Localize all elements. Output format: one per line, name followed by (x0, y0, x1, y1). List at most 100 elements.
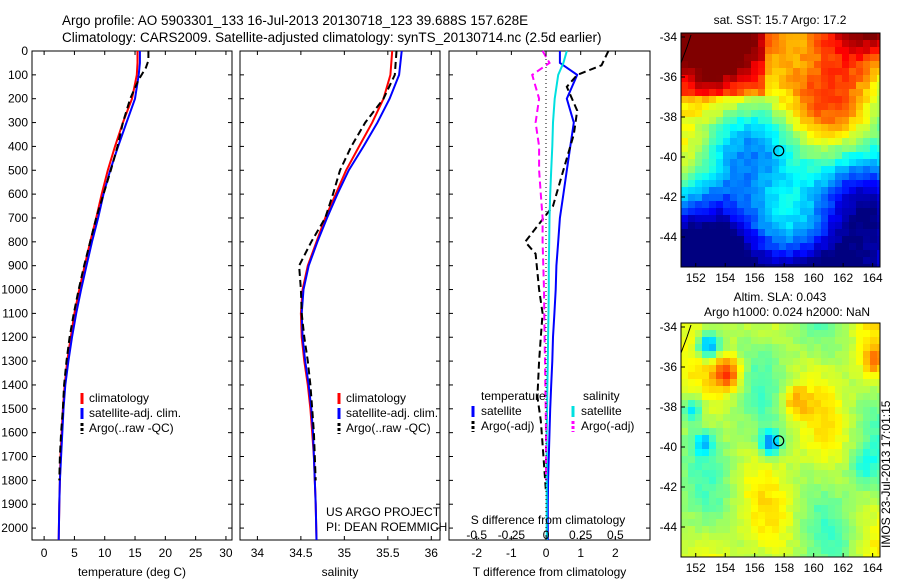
sst-map-xtick-label-5: 162 (833, 271, 853, 285)
sla-map-cell (828, 526, 835, 533)
sla-map-cell (681, 365, 688, 372)
sst-map-cell (870, 82, 877, 89)
sst-map-cell (786, 215, 793, 222)
sla-map-cell (870, 554, 877, 557)
sla-map-cell (751, 414, 758, 421)
sst-map-cell (807, 145, 814, 152)
sst-map-cell (835, 138, 842, 145)
sst-map-cell (877, 82, 880, 89)
sla-map-cell (849, 428, 856, 435)
sst-map-cell (821, 33, 828, 40)
sst-map-cell (877, 257, 880, 264)
sst-map-cell (814, 47, 821, 54)
sla-map-cell (709, 491, 716, 498)
sst-map-cell (723, 152, 730, 159)
sla-map-cell (863, 491, 870, 498)
sla-map-cell (807, 526, 814, 533)
sst-map-cell (849, 194, 856, 201)
sst-map-cell (870, 208, 877, 215)
sst-map-cell (779, 201, 786, 208)
sla-map-cell (835, 526, 842, 533)
sla-map-cell (877, 526, 880, 533)
sla-map-cell (758, 421, 765, 428)
sst-map-cell (779, 131, 786, 138)
sst-map-cell (849, 110, 856, 117)
sla-map-cell (681, 554, 688, 557)
sla-map-cell (877, 400, 880, 407)
sla-map-cell (744, 358, 751, 365)
sla-map-cell (772, 365, 779, 372)
sst-map-cell (856, 201, 863, 208)
sst-map-cell (821, 187, 828, 194)
sst-map-cell (870, 180, 877, 187)
sst-map-cell (807, 110, 814, 117)
sst-map-cell (863, 47, 870, 54)
sst-map-cell (765, 40, 772, 47)
sst-map-cell (849, 201, 856, 208)
sla-map-cell (744, 519, 751, 526)
sst-map-cell (821, 215, 828, 222)
sst-map-cell (800, 152, 807, 159)
sst-map-cell (828, 201, 835, 208)
sla-map-cell (716, 505, 723, 512)
sla-map-cell (716, 365, 723, 372)
sla-map-cell (730, 477, 737, 484)
sla-map-cell (765, 512, 772, 519)
difference-series-1 (523, 50, 610, 493)
sla-map-cell (716, 337, 723, 344)
sst-map-cell (758, 89, 765, 96)
sst-map-cell (793, 222, 800, 229)
temperature-ytick-label-15: 1500 (1, 402, 28, 416)
sst-map-cell (765, 82, 772, 89)
sla-map-cell (772, 547, 779, 554)
salinity-xtick-label-2: 35 (338, 546, 352, 560)
sla-map-cell (786, 484, 793, 491)
sst-map-title: sat. SST: 15.7 Argo: 17.2 (714, 13, 847, 27)
sst-map-cell (737, 89, 744, 96)
imos-timestamp: IMOS 23-Jul-2013 17:01:15 (879, 400, 893, 548)
sla-map-cell (772, 393, 779, 400)
sla-map-cell (814, 540, 821, 547)
sst-map-cell (842, 159, 849, 166)
sla-map-cell (877, 428, 880, 435)
sst-map-cell (779, 229, 786, 236)
sst-map-cell (716, 33, 723, 40)
sla-map-cell (828, 393, 835, 400)
sla-map-cell (688, 421, 695, 428)
sla-map-cell (751, 337, 758, 344)
sla-map-cell (863, 407, 870, 414)
sst-map-cell (849, 82, 856, 89)
sst-map-cell (856, 145, 863, 152)
sla-map-cell (800, 358, 807, 365)
sst-map-cell (758, 82, 765, 89)
sla-map-cell (765, 386, 772, 393)
sst-map-cell (744, 243, 751, 250)
sla-map-cell (842, 407, 849, 414)
sst-map-cell (842, 89, 849, 96)
sst-map-cell (779, 68, 786, 75)
sst-map-cell (779, 61, 786, 68)
sla-map-cell (688, 491, 695, 498)
sla-map-cell (786, 372, 793, 379)
sla-map-cell (821, 344, 828, 351)
sla-map-cell (737, 351, 744, 358)
sla-map-cell (800, 491, 807, 498)
sla-map-cell (800, 533, 807, 540)
sla-map-cell (800, 519, 807, 526)
sla-map-cell (821, 491, 828, 498)
sla-map-cell (681, 386, 688, 393)
sla-map-cell (688, 330, 695, 337)
sst-map-cell (870, 152, 877, 159)
sst-map-cell (765, 236, 772, 243)
sst-map-cell (744, 194, 751, 201)
sst-map-cell (863, 117, 870, 124)
sla-map-cell (786, 386, 793, 393)
sla-map-cell (856, 414, 863, 421)
sst-map-cell (744, 96, 751, 103)
sla-map-cell (737, 505, 744, 512)
sla-map-cell (814, 526, 821, 533)
sst-map-cell (716, 257, 723, 264)
sla-map-cell (688, 372, 695, 379)
sla-map-cell (695, 554, 702, 557)
sst-map-cell (786, 222, 793, 229)
